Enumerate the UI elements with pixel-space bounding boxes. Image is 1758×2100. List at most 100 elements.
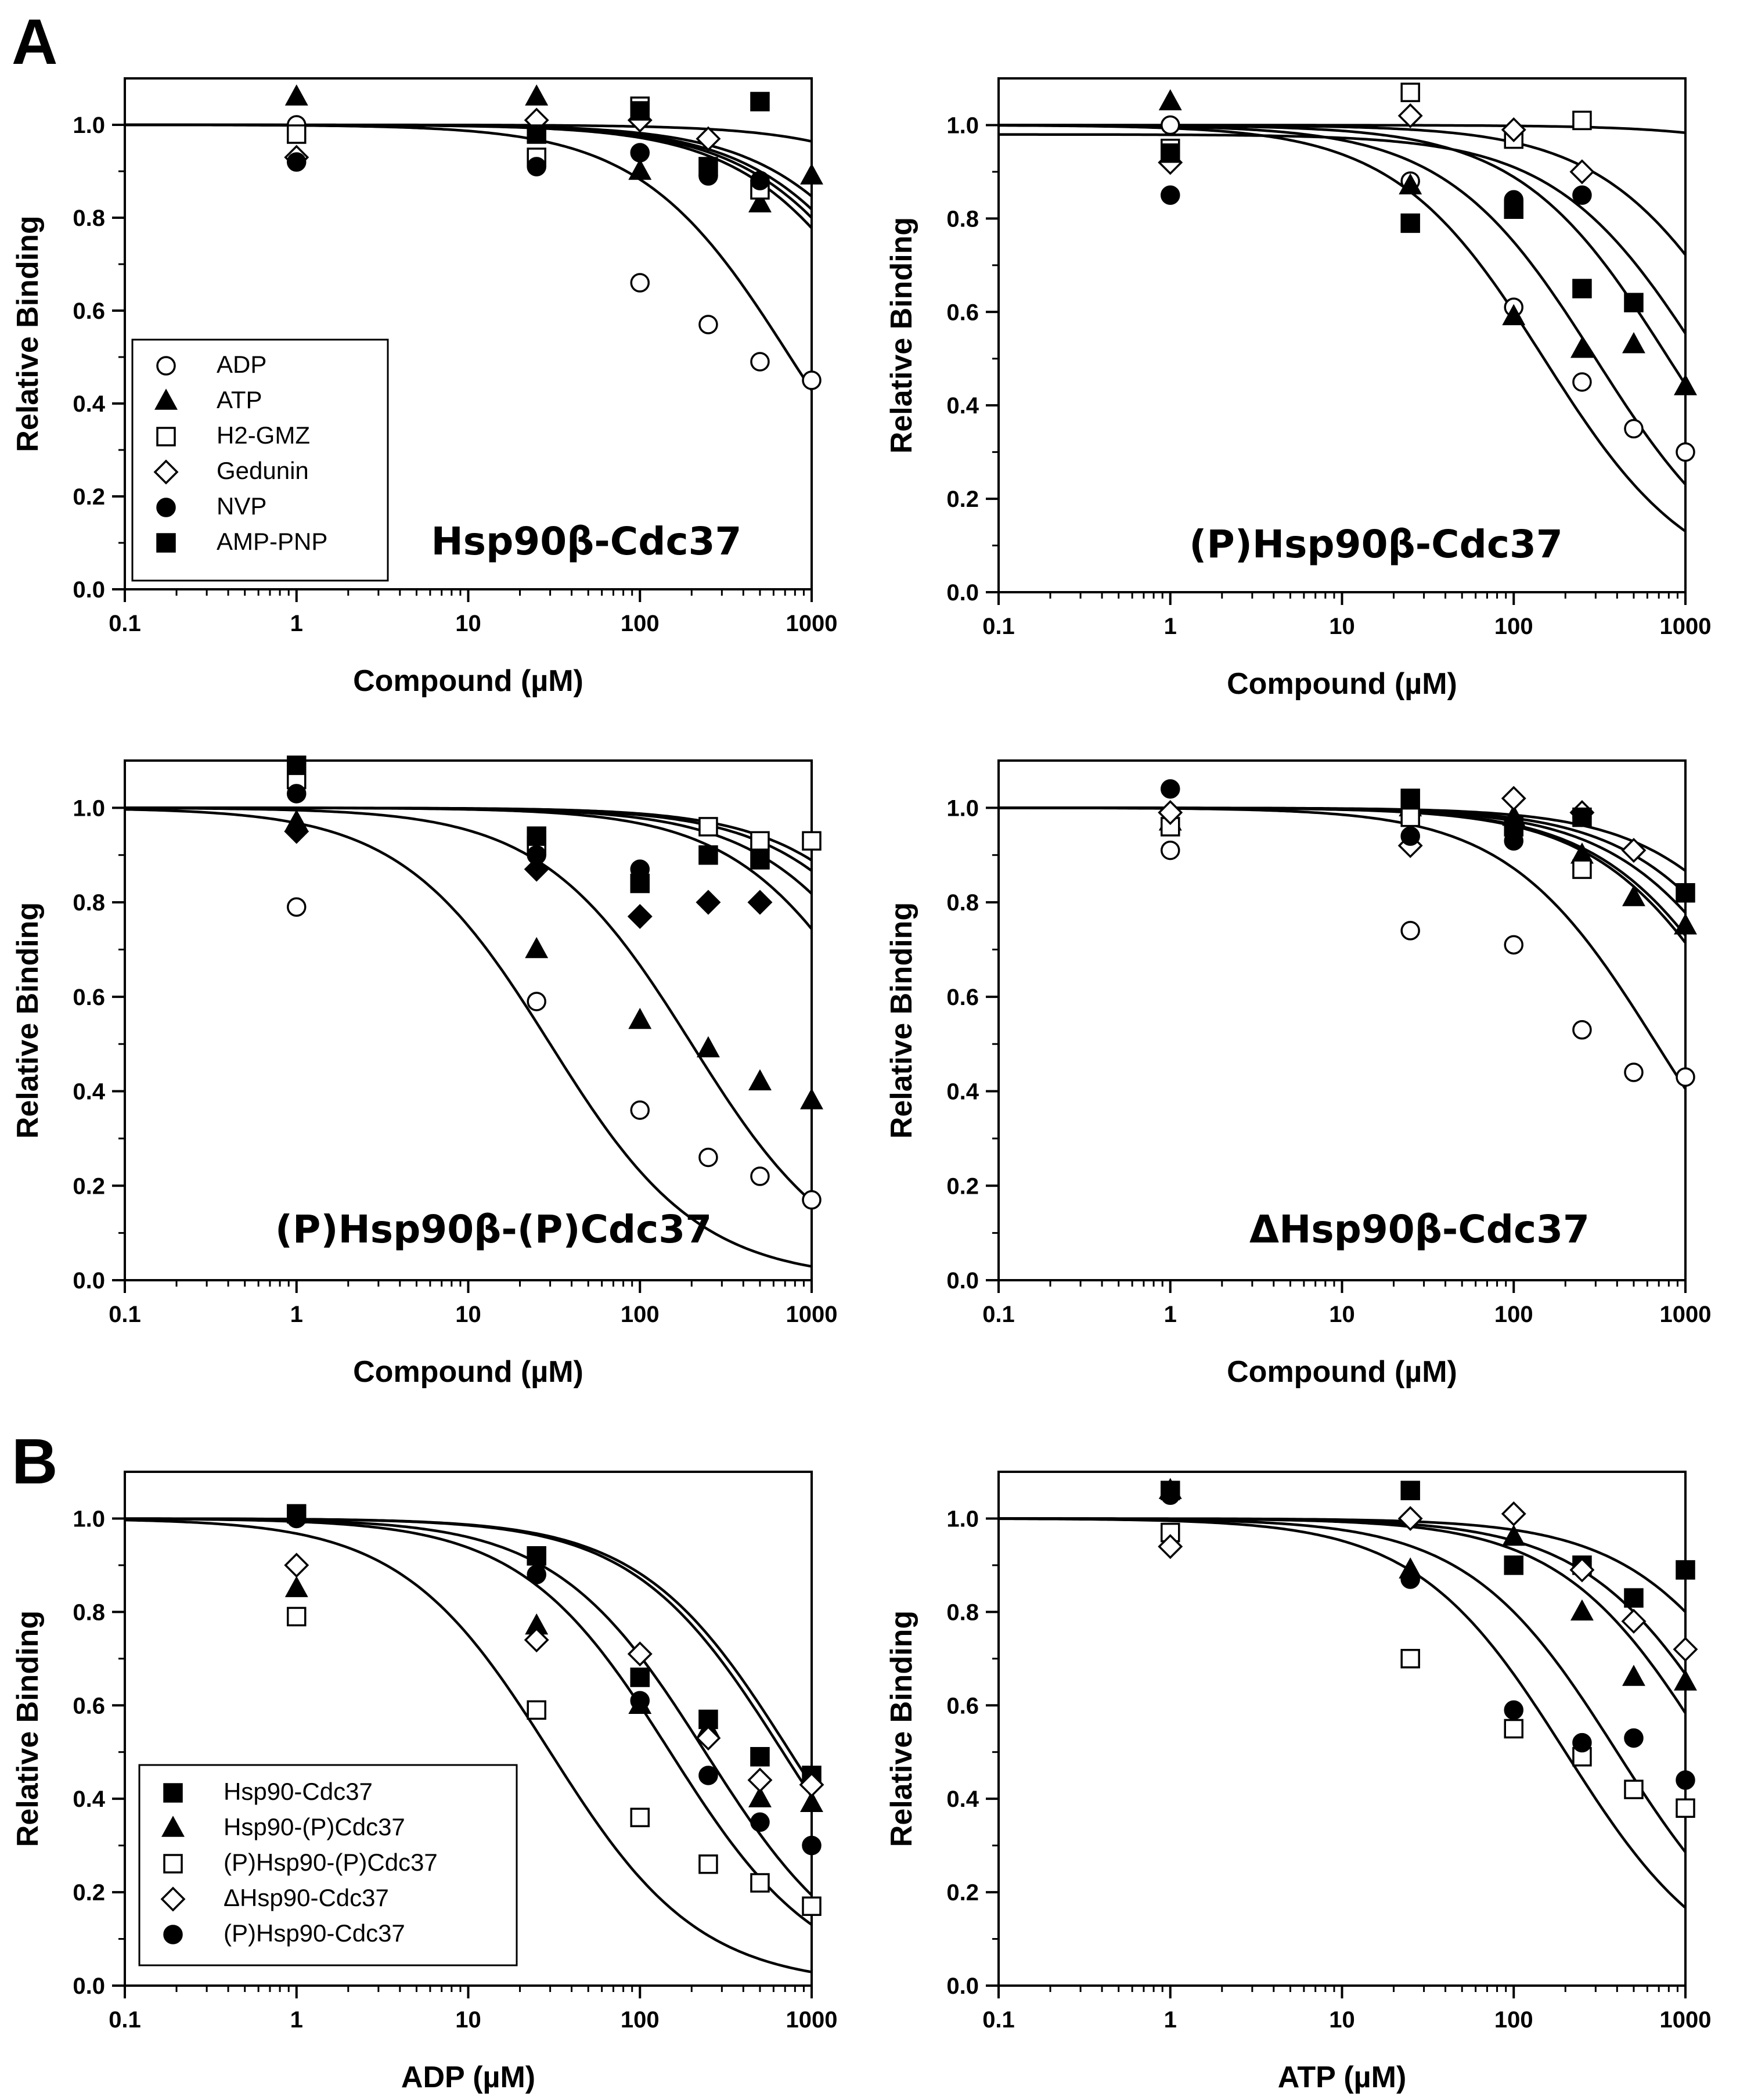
data-point-amp-pnp [527, 826, 546, 846]
x-axis-label: Compound (µM) [353, 664, 583, 698]
fit-curve-nvp [999, 124, 1687, 386]
x-tick-label: 0.1 [982, 1302, 1015, 1327]
data-point-hsp90-cdc37 [527, 1546, 546, 1566]
legend-marker [163, 1854, 183, 1874]
data-point-amp-pnp [1400, 213, 1420, 233]
data-point-p-hsp90-p-cdc37 [802, 1896, 822, 1916]
y-tick-label: 0.8 [73, 890, 105, 916]
data-point-p-hsp90-p-cdc37 [698, 1854, 718, 1874]
y-tick-label: 0.6 [946, 985, 979, 1010]
legend-entry-deltahsp90-cdc37: ΔHsp90-Cdc37 [224, 1884, 389, 1911]
data-point-atp [284, 84, 308, 106]
data-point-p-hsp90-p-cdc37 [527, 1700, 546, 1720]
data-point-p-hsp90-p-cdc37 [1676, 1798, 1695, 1818]
fit-curve-amp-pnp [125, 123, 813, 229]
x-tick-label: 1 [1164, 1302, 1177, 1327]
data-point-deltahsp90-cdc37 [1158, 1534, 1183, 1559]
y-tick-label: 0.4 [946, 393, 979, 419]
y-tick-label: 0.0 [73, 1268, 105, 1294]
data-point-gedunin [696, 126, 721, 152]
data-point-amp-pnp [630, 873, 650, 894]
data-point-amp-pnp [1572, 807, 1592, 827]
data-point-deltahsp90-cdc37 [747, 1767, 773, 1793]
data-point-atp [525, 84, 549, 106]
y-tick-label: 0.0 [73, 577, 105, 603]
y-axis-label: Relative Binding [11, 902, 45, 1139]
data-point-amp-pnp [1676, 883, 1695, 903]
data-point-hsp90-cdc37 [1676, 1560, 1695, 1580]
y-tick-label: 1.0 [946, 795, 979, 821]
plot-frame [997, 1471, 1687, 1987]
data-point-atp [628, 1007, 652, 1029]
data-point-adp [1400, 921, 1420, 941]
legend-entry-atp: ATP [217, 386, 262, 413]
data-point-adp [1572, 372, 1592, 392]
y-tick-label: 1.0 [73, 795, 105, 821]
y-axis-label: Relative Binding [885, 1611, 918, 1847]
data-point-adp [527, 992, 546, 1011]
x-tick-label: 1000 [786, 2007, 838, 2033]
fit-curve-adp [124, 808, 812, 1268]
data-point-p-hsp90-cdc37 [750, 1812, 770, 1832]
x-tick-label: 0.1 [109, 2007, 141, 2033]
data-point-p-hsp90-p-cdc37 [630, 1807, 650, 1828]
y-tick-label: 1.0 [73, 1506, 105, 1532]
x-tick-label: 1000 [786, 1302, 838, 1327]
y-tick-label: 0.0 [946, 1973, 979, 1999]
x-tick-label: 1 [290, 611, 303, 636]
legend-entry-nvp: NVP [217, 492, 266, 520]
data-point-hsp90-p-cdc37 [1570, 1599, 1594, 1621]
data-point-h2-gmz [750, 831, 770, 851]
data-point-adp [698, 1147, 718, 1168]
y-tick-label: 1.0 [73, 113, 105, 138]
x-tick-label: 1000 [1660, 2007, 1712, 2033]
legend-marker [160, 1886, 186, 1912]
fit-curve-p-hsp90-cdc37 [999, 1517, 1687, 1853]
x-tick-label: 100 [621, 1302, 660, 1327]
data-point-h2-gmz [1572, 110, 1592, 131]
data-point-amp-pnp [698, 157, 718, 176]
y-tick-label: 0.8 [73, 1600, 105, 1625]
y-tick-label: 1.0 [946, 113, 979, 138]
fit-curve-atp [125, 806, 813, 1203]
data-point-gedunin [1397, 103, 1423, 128]
data-point-adp [1624, 1062, 1644, 1082]
data-point-atp [748, 1069, 772, 1091]
x-tick-label: 1 [290, 1302, 303, 1327]
data-point-nvp [287, 152, 307, 172]
data-point-h2-gmz [287, 124, 307, 144]
data-point-atp [748, 191, 772, 212]
legend-marker [156, 498, 176, 517]
legend-marker [154, 388, 178, 410]
data-point-adp [630, 1100, 650, 1120]
x-tick-label: 100 [1494, 2007, 1533, 2033]
data-point-amp-pnp [630, 101, 650, 121]
data-point-atp [800, 163, 823, 185]
legend-marker [156, 427, 176, 446]
x-axis-label: Compound (µM) [1227, 1355, 1457, 1389]
y-tick-label: 0.2 [73, 1173, 105, 1199]
data-point-hsp90-cdc37 [1624, 1588, 1644, 1608]
data-point-adp [1676, 1067, 1695, 1087]
data-point-nvp [1572, 185, 1592, 205]
data-point-gedunin [284, 819, 309, 844]
data-point-nvp [1400, 826, 1420, 846]
y-axis-label: Relative Binding [885, 217, 918, 453]
data-point-p-hsp90-cdc37 [287, 1508, 307, 1529]
data-point-adp [750, 1166, 770, 1186]
data-point-hsp90-p-cdc37 [1622, 1665, 1645, 1686]
x-tick-label: 0.1 [109, 1302, 141, 1327]
data-point-adp [1676, 442, 1695, 462]
legend: ADP ATP H2-GMZ Gedunin NVP AMP-PNP [131, 338, 389, 582]
data-point-deltahsp90-cdc37 [284, 1553, 309, 1578]
y-tick-label: 0.0 [946, 580, 979, 606]
data-point-hsp90-cdc37 [1400, 1481, 1420, 1500]
y-tick-label: 0.4 [946, 1079, 979, 1105]
data-point-amp-pnp [527, 124, 546, 144]
data-point-adp [630, 273, 650, 293]
data-point-hsp90-p-cdc37 [748, 1786, 772, 1807]
data-point-h2-gmz [1400, 807, 1420, 827]
data-point-atp [1674, 374, 1697, 395]
y-tick-label: 0.8 [946, 1600, 979, 1625]
data-point-hsp90-p-cdc37 [1674, 1669, 1697, 1691]
